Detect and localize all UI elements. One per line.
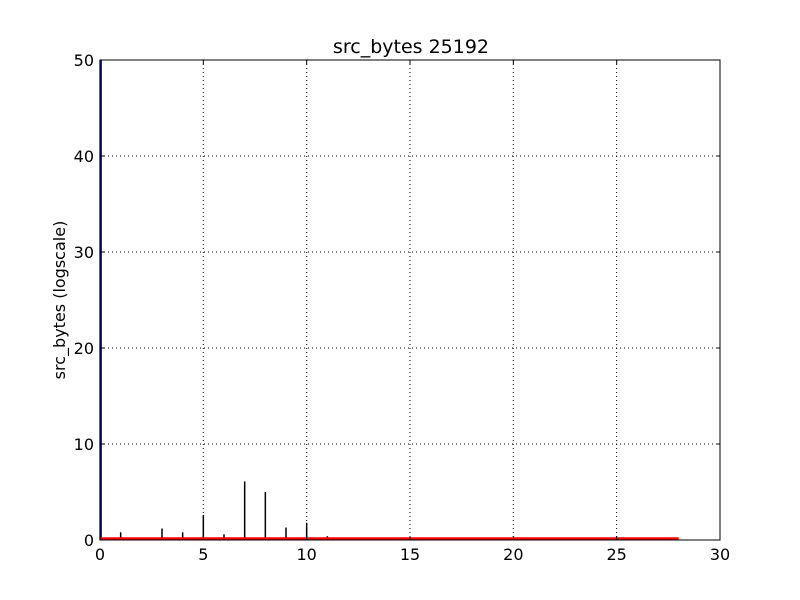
grid <box>100 60 720 540</box>
x-axis-ticks: 0 5 10 15 20 25 30 <box>95 60 730 564</box>
x-tick-label: 15 <box>400 545 420 564</box>
x-tick-label: 10 <box>296 545 316 564</box>
y-tick-label: 10 <box>74 435 94 454</box>
y-axis-label: src_bytes (logscale) <box>50 221 70 380</box>
bars <box>99 60 329 540</box>
x-tick-label: 5 <box>198 545 208 564</box>
y-axis-ticks: 0 10 20 30 40 50 <box>74 51 720 550</box>
x-tick-label: 30 <box>710 545 730 564</box>
y-tick-label: 0 <box>84 531 94 550</box>
y-tick-label: 30 <box>74 243 94 262</box>
y-tick-label: 40 <box>74 147 94 166</box>
x-tick-label: 20 <box>503 545 523 564</box>
x-tick-label: 25 <box>606 545 626 564</box>
x-tick-label: 0 <box>95 545 105 564</box>
chart-title: src_bytes 25192 <box>333 36 489 58</box>
y-tick-label: 50 <box>74 51 94 70</box>
y-tick-label: 20 <box>74 339 94 358</box>
